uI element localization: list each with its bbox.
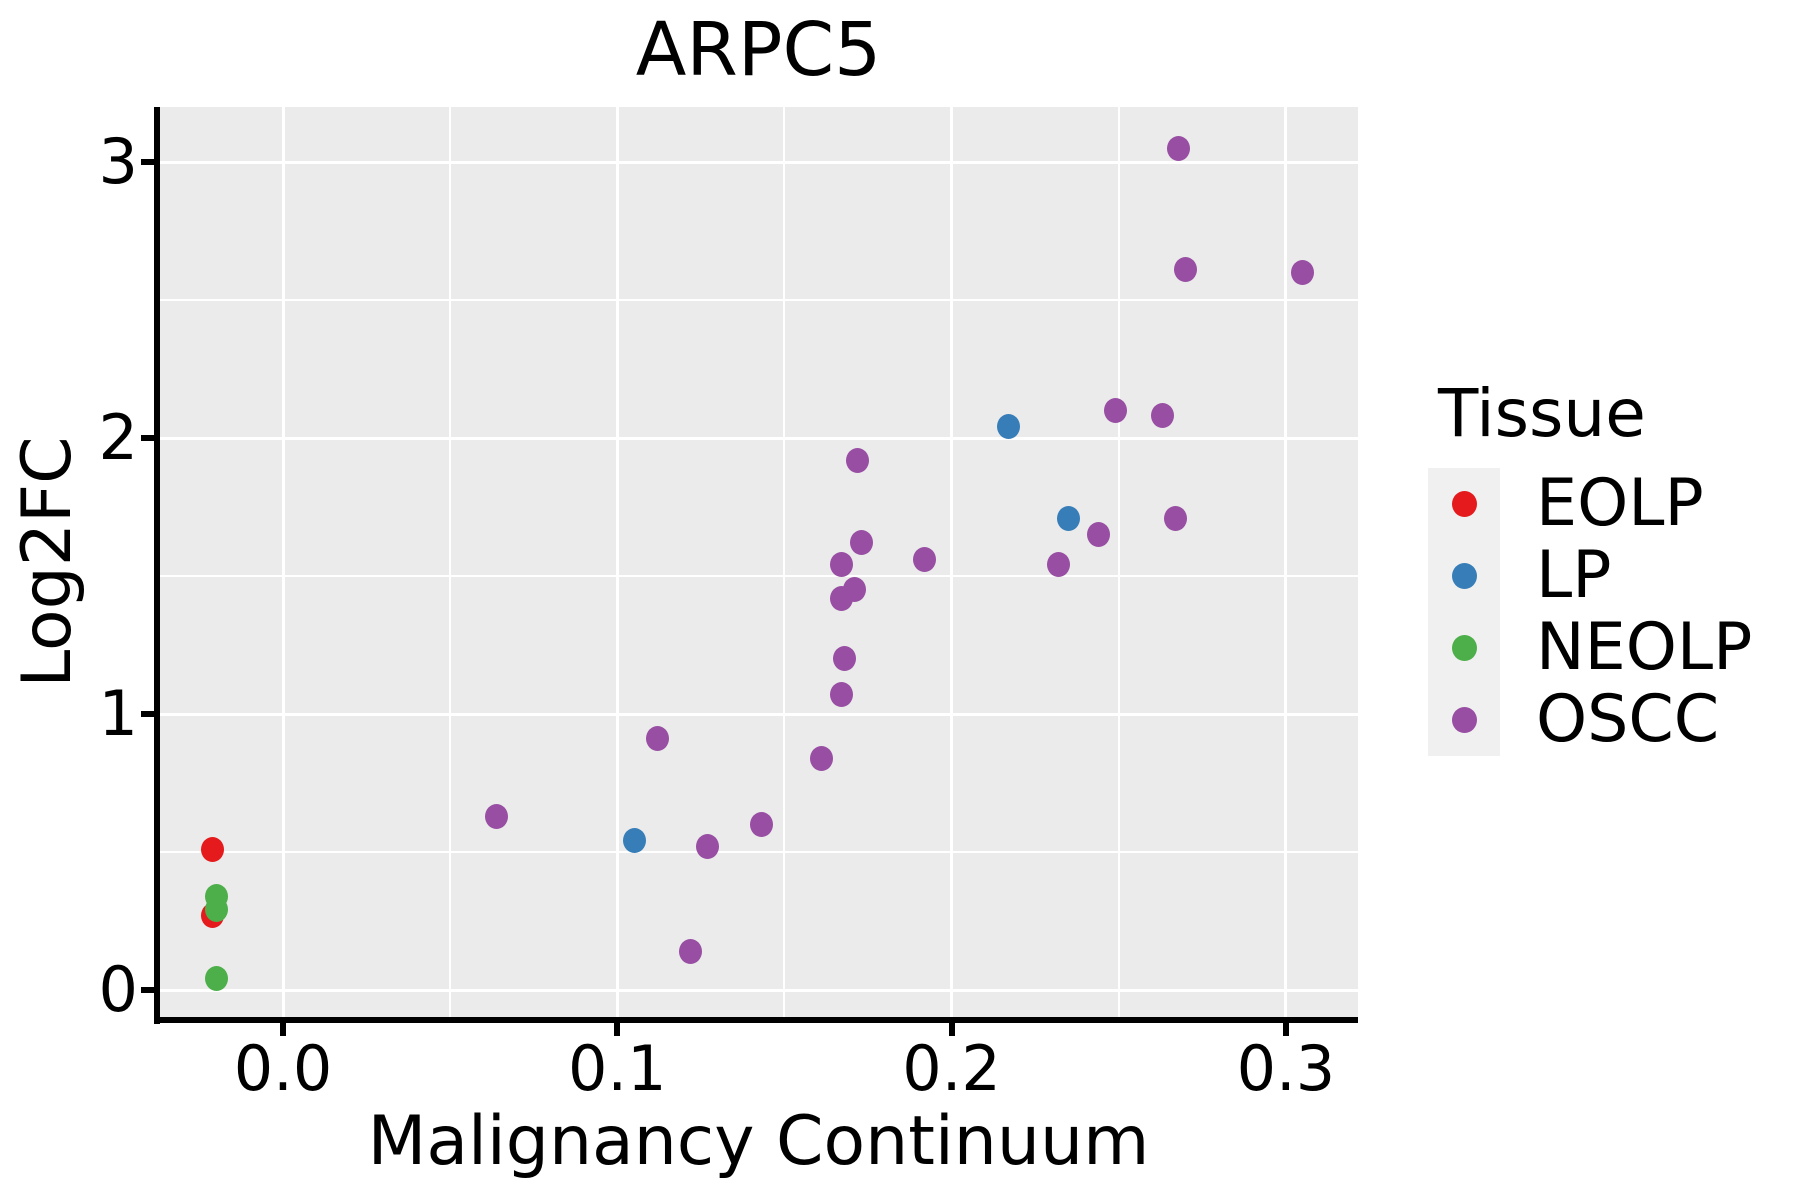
data-point-eolp xyxy=(201,836,225,862)
y-tick xyxy=(141,435,154,441)
data-point-oscc xyxy=(843,577,867,603)
data-point-lp xyxy=(996,414,1020,440)
x-tick-label: 0.0 xyxy=(233,1032,333,1105)
y-major-gridline xyxy=(159,436,1358,440)
data-point-oscc xyxy=(849,530,873,556)
data-point-lp xyxy=(622,828,646,854)
y-tick-label: 1 xyxy=(98,677,138,750)
legend-dot-icon xyxy=(1451,563,1477,589)
x-minor-gridline xyxy=(449,107,452,1018)
y-tick xyxy=(141,987,154,993)
x-tick xyxy=(614,1022,621,1036)
x-major-gridline xyxy=(1284,107,1288,1018)
data-point-oscc xyxy=(846,447,870,473)
x-tick-label: 0.3 xyxy=(1236,1032,1336,1105)
x-tick-label: 0.2 xyxy=(902,1032,1001,1105)
legend-item-oscc: OSCC xyxy=(1428,684,1752,756)
data-point-oscc xyxy=(1167,135,1191,161)
data-point-oscc xyxy=(1087,522,1111,548)
legend-title: Tissue xyxy=(1438,375,1646,452)
y-minor-gridline xyxy=(159,575,1358,577)
data-point-lp xyxy=(1057,505,1081,531)
data-point-oscc xyxy=(829,552,853,578)
legend-key xyxy=(1428,540,1500,612)
legend-label: NEOLP xyxy=(1536,610,1753,685)
y-tick-label: 2 xyxy=(98,401,138,474)
y-tick-label: 3 xyxy=(98,125,138,198)
data-point-oscc xyxy=(1164,505,1188,531)
data-point-oscc xyxy=(829,682,853,708)
legend-label: OSCC xyxy=(1536,682,1720,757)
x-axis-title: Malignancy Continuum xyxy=(367,1102,1150,1181)
legend-keys: EOLP LP NEOLP OSCC xyxy=(1428,468,1752,756)
x-tick xyxy=(1282,1022,1289,1036)
y-minor-gridline xyxy=(159,851,1358,853)
data-point-oscc xyxy=(1103,397,1127,423)
data-point-oscc xyxy=(1174,257,1198,283)
x-minor-gridline xyxy=(783,107,786,1018)
y-major-gridline xyxy=(159,988,1358,992)
legend-dot-icon xyxy=(1451,707,1477,733)
data-point-neolp xyxy=(204,966,228,992)
legend-item-neolp: NEOLP xyxy=(1428,612,1752,684)
data-point-oscc xyxy=(749,811,773,837)
data-point-oscc xyxy=(833,646,857,672)
data-point-oscc xyxy=(809,745,833,771)
data-point-oscc xyxy=(679,938,703,964)
legend-item-eolp: EOLP xyxy=(1428,468,1752,540)
data-point-oscc xyxy=(485,803,509,829)
y-axis-line xyxy=(154,107,160,1024)
plot-panel xyxy=(159,107,1358,1018)
legend-label: LP xyxy=(1536,538,1612,613)
x-tick xyxy=(948,1022,955,1036)
data-point-oscc xyxy=(913,546,937,572)
legend-item-lp: LP xyxy=(1428,540,1752,612)
data-point-oscc xyxy=(1150,403,1174,429)
x-tick xyxy=(280,1022,286,1036)
y-major-gridline xyxy=(159,160,1358,164)
legend-dot-icon xyxy=(1451,635,1477,661)
legend-key xyxy=(1428,468,1500,540)
y-major-gridline xyxy=(159,712,1358,716)
chart-title: ARPC5 xyxy=(635,7,882,93)
legend-dot-icon xyxy=(1451,491,1477,517)
x-major-gridline xyxy=(615,107,619,1018)
data-point-oscc xyxy=(645,726,669,752)
y-minor-gridline xyxy=(159,299,1358,301)
y-tick-label: 0 xyxy=(98,953,138,1026)
y-axis-title: Log2FC xyxy=(8,436,87,688)
legend-key xyxy=(1428,612,1500,684)
x-major-gridline xyxy=(950,107,954,1018)
legend-label: EOLP xyxy=(1536,466,1704,541)
x-axis-line xyxy=(154,1017,1358,1023)
data-point-oscc xyxy=(696,833,720,859)
y-tick xyxy=(141,159,154,165)
data-point-neolp xyxy=(204,897,228,923)
x-minor-gridline xyxy=(1117,107,1120,1018)
x-tick-label: 0.1 xyxy=(567,1032,667,1105)
legend-key xyxy=(1428,684,1500,756)
x-major-gridline xyxy=(281,107,285,1018)
data-point-oscc xyxy=(1047,552,1071,578)
data-point-oscc xyxy=(1291,259,1315,285)
y-tick xyxy=(141,711,154,717)
